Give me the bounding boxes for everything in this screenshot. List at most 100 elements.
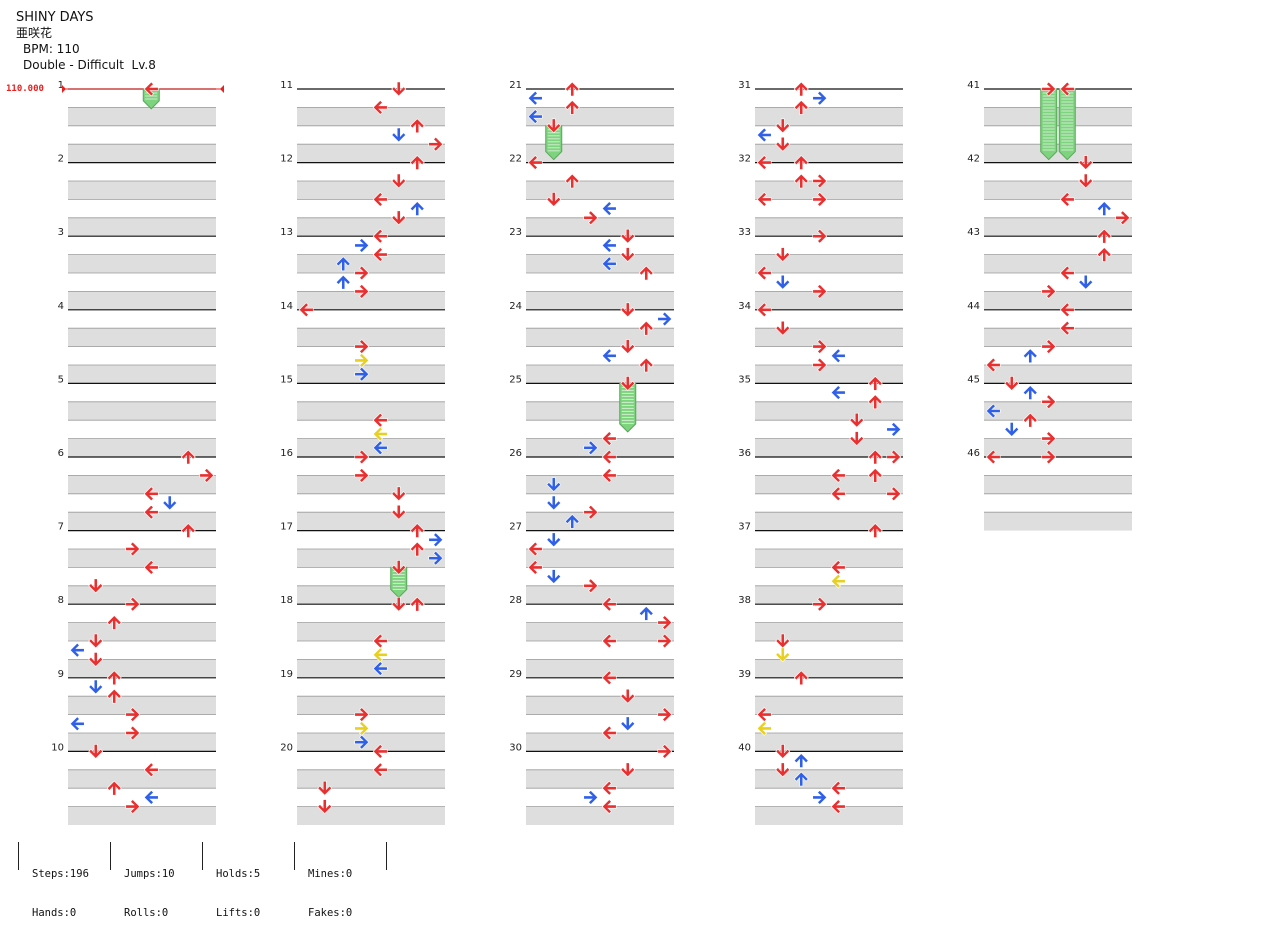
measure-number: 40 — [738, 742, 751, 753]
beat-band — [297, 659, 445, 678]
arrow-shape — [1078, 155, 1094, 171]
note-arrow-up — [1022, 348, 1038, 364]
beat-band — [297, 199, 445, 218]
note-arrow-right — [812, 173, 828, 189]
arrow-shape — [143, 762, 159, 778]
arrow-shape — [620, 762, 636, 778]
measure-number: 12 — [280, 154, 293, 165]
measure-number: 34 — [738, 301, 751, 312]
arrow-shape — [793, 99, 809, 115]
note-arrow-left — [830, 559, 846, 575]
note-arrow-left — [601, 467, 617, 483]
beat-band — [526, 346, 674, 365]
arrow-shape — [601, 725, 617, 741]
note-arrow-down — [1004, 376, 1020, 391]
note-arrow-left — [601, 596, 617, 612]
arrow-shape — [1022, 385, 1038, 400]
arrow-shape — [335, 256, 351, 272]
arrow-shape — [886, 449, 902, 465]
arrow-shape — [812, 90, 828, 106]
arrow-shape — [88, 633, 104, 649]
beat-band — [68, 806, 216, 825]
measure-number: 8 — [58, 595, 64, 606]
stat-rolls: Rolls:0 — [124, 907, 169, 919]
arrow-shape — [546, 495, 562, 511]
beat-band — [297, 365, 445, 384]
measure-number: 22 — [509, 154, 522, 165]
arrow-shape — [812, 228, 828, 244]
arrow-shape — [409, 118, 425, 134]
beat-band — [755, 273, 903, 292]
beat-band — [526, 420, 674, 439]
note-arrow-down — [88, 633, 104, 649]
beat-band — [984, 420, 1132, 439]
arrow-shape — [409, 201, 425, 216]
beat-band — [297, 401, 445, 421]
note-arrow-right — [354, 237, 370, 253]
beat-band — [68, 144, 216, 163]
note-arrow-right — [125, 707, 141, 723]
arrow-shape — [583, 789, 599, 805]
note-arrow-down — [620, 376, 636, 391]
beat-band — [755, 438, 903, 457]
measure-number: 27 — [509, 522, 522, 533]
beat-band — [68, 346, 216, 365]
note-arrow-up — [335, 256, 351, 272]
beat-band — [984, 512, 1132, 531]
arrow-shape — [1059, 191, 1075, 207]
measure-number: 42 — [967, 154, 980, 165]
arrow-shape — [756, 155, 772, 171]
arrow-shape — [830, 780, 846, 796]
arrow-shape — [391, 173, 407, 189]
note-arrow-left — [601, 237, 617, 253]
note-arrow-left — [830, 348, 846, 364]
note-arrow-down — [1078, 155, 1094, 171]
measure-number: 21 — [509, 80, 522, 91]
beat-band — [984, 346, 1132, 365]
arrow-shape — [1078, 274, 1094, 290]
arrow-shape — [564, 99, 580, 115]
note-arrow-right — [428, 136, 444, 152]
measure-number: 33 — [738, 227, 751, 238]
note-arrow-left — [372, 99, 388, 115]
beat-band — [68, 181, 216, 200]
note-arrow-right — [886, 421, 902, 437]
hold-body — [1040, 88, 1058, 161]
stat-holds: Holds:5 — [216, 868, 261, 880]
beat-band — [984, 475, 1132, 494]
arrow-shape — [69, 642, 85, 658]
arrow-shape — [143, 504, 159, 520]
note-arrow-left — [527, 559, 543, 575]
arrow-shape — [601, 799, 617, 815]
beat-band — [68, 567, 216, 586]
note-arrow-right — [583, 578, 599, 594]
beat-band — [755, 659, 903, 678]
arrow-shape — [354, 352, 370, 368]
measure-number: 30 — [509, 742, 522, 753]
beat-band — [526, 493, 674, 513]
note-arrow-up — [867, 523, 883, 538]
arrow-shape — [601, 633, 617, 649]
note-arrow-down — [620, 688, 636, 704]
beat-band — [297, 107, 445, 126]
beat-band — [297, 714, 445, 733]
note-arrow-up — [867, 449, 883, 465]
arrow-shape — [354, 720, 370, 736]
note-arrow-down — [775, 247, 791, 263]
beat-band — [755, 475, 903, 494]
note-arrow-up — [335, 274, 351, 290]
arrow-shape — [106, 615, 122, 630]
beat-band — [68, 549, 216, 568]
song-title: SHINY DAYS — [16, 10, 94, 25]
beat-band — [526, 769, 674, 789]
beat-band — [755, 549, 903, 568]
beat-band — [755, 733, 903, 752]
arrow-shape — [125, 707, 141, 723]
arrow-shape — [106, 688, 122, 704]
note-arrow-right — [1041, 449, 1057, 465]
arrow-shape — [793, 173, 809, 189]
note-arrow-left — [830, 573, 846, 589]
note-arrow-down — [546, 495, 562, 511]
arrow-shape — [867, 523, 883, 538]
arrow-shape — [886, 421, 902, 437]
